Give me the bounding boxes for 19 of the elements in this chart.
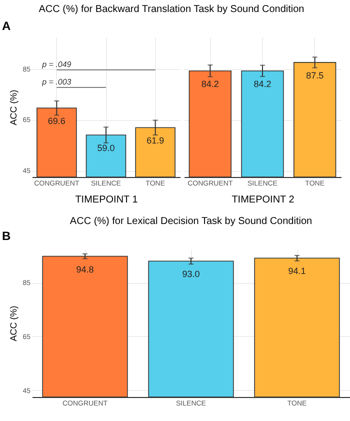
x-axis-title: TIMEPOINT 1 [75, 194, 138, 206]
data-label: 93.0 [182, 269, 200, 280]
annotation: p = .049 [41, 60, 72, 69]
data-label: 87.5 [306, 70, 324, 80]
y-axis-title: ACC (%) [8, 306, 19, 342]
data-label: 69.6 [48, 116, 66, 126]
data-label: 84.2 [254, 78, 272, 89]
data-label: 94.1 [288, 266, 306, 276]
data-label: 61.9 [146, 136, 164, 146]
data-label: 94.8 [76, 264, 94, 274]
chart-title: ACC (%) for Backward Translation Task by Sound Condition [38, 4, 304, 15]
x-axis-title: TIMEPOINT 2 [232, 194, 295, 206]
y-axis-title: ACC (%) [8, 90, 19, 126]
annotation: p = .003 [41, 77, 72, 86]
data-label: 84.2 [201, 78, 219, 89]
data-label: 59.0 [97, 143, 115, 153]
text: B [2, 229, 11, 243]
chart-title: ACC (%) for Lexical Decision Task by Sound Condition [70, 216, 312, 227]
text: A [2, 19, 11, 33]
